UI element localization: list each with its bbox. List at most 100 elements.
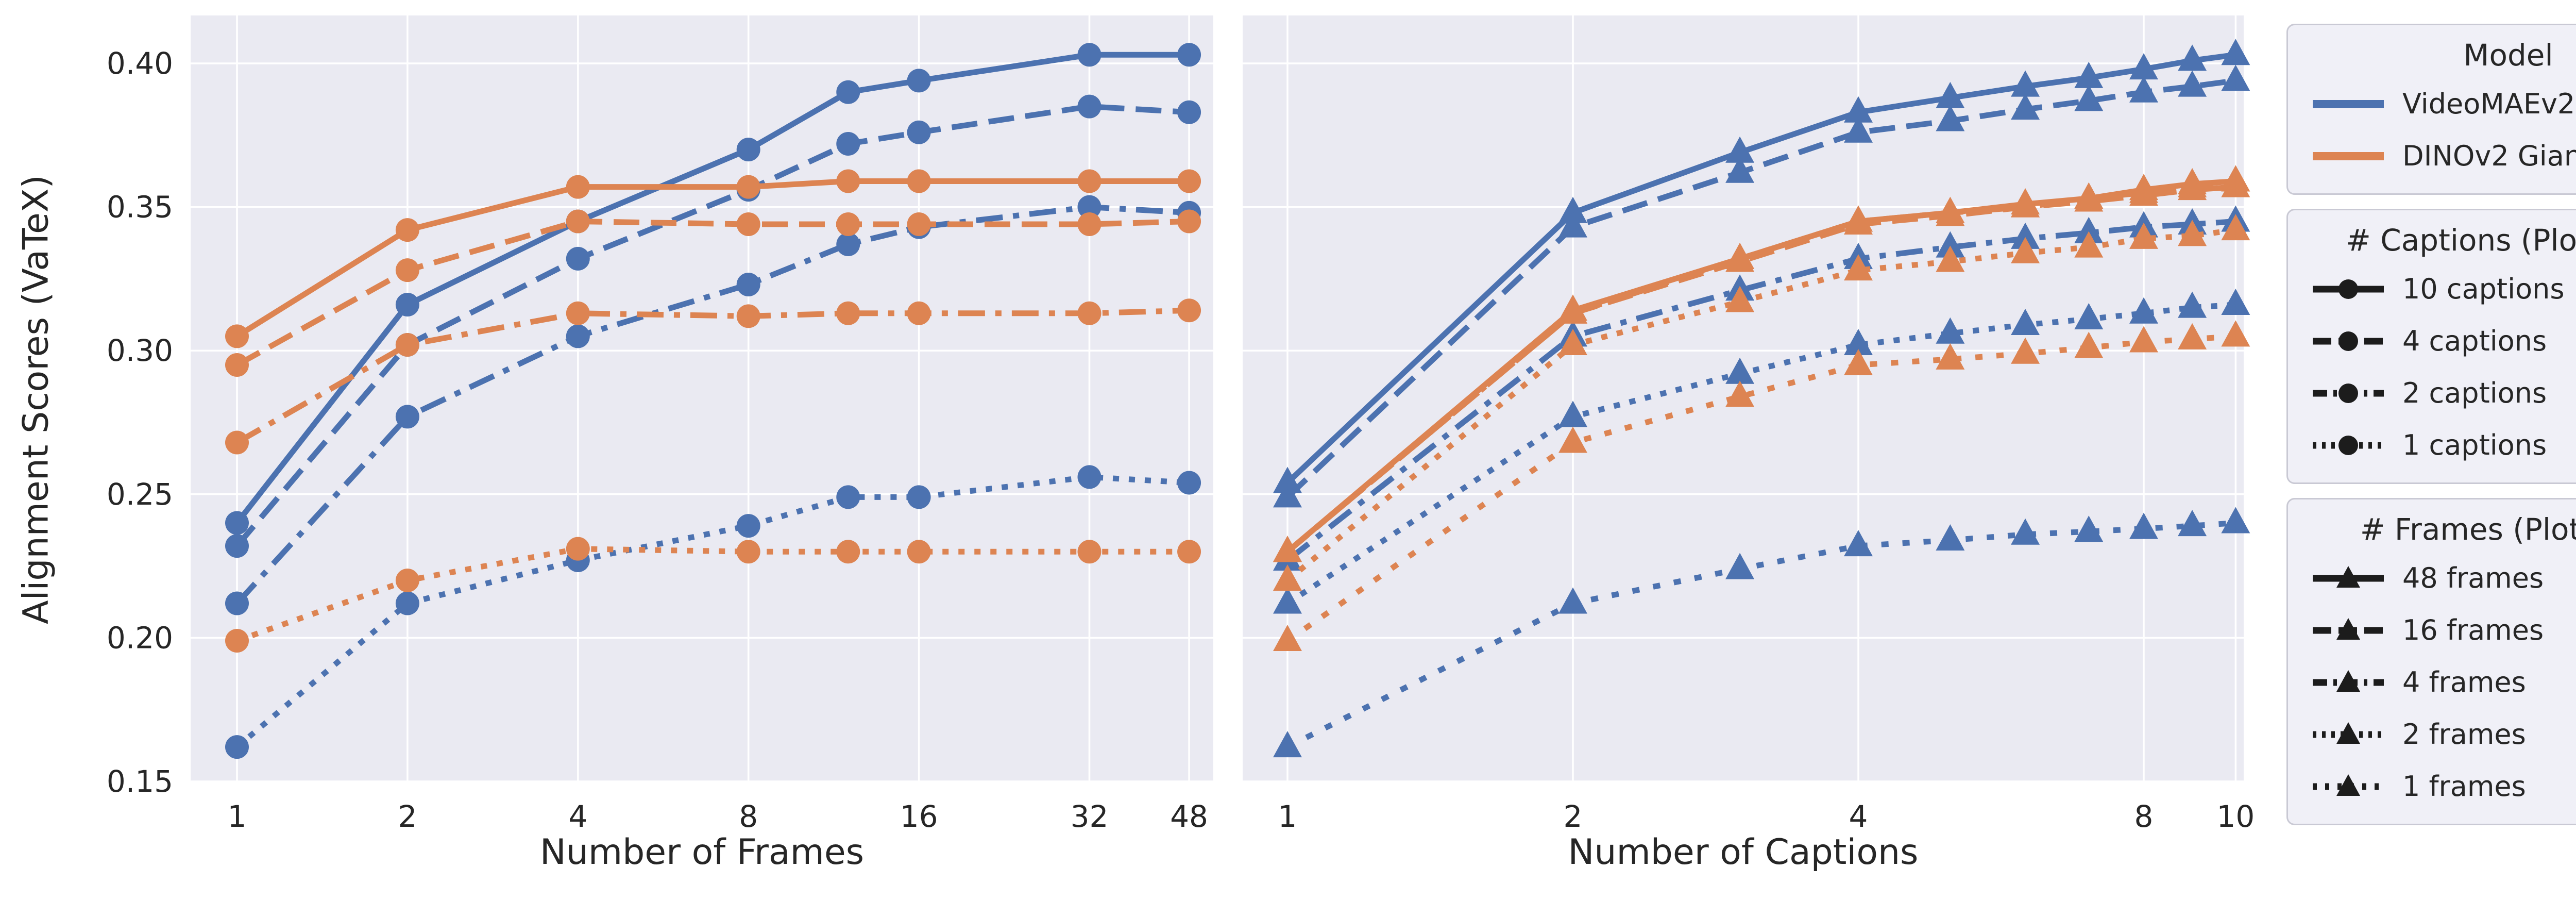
data-point-marker: [1844, 116, 1873, 143]
data-point-marker: [566, 324, 590, 348]
data-point-marker: [2221, 64, 2250, 91]
data-point-marker: [2221, 289, 2250, 315]
series-line: [235, 218, 1190, 368]
data-point-marker: [2221, 507, 2250, 534]
data-point-marker: [1177, 298, 1201, 323]
series-line: [234, 52, 1190, 525]
data-point-marker: [1177, 209, 1201, 234]
line-sample-icon: [2313, 152, 2384, 160]
data-point-marker: [1844, 530, 1873, 557]
axes-svg: 1 2 4 8 10: [1243, 15, 2255, 834]
data-point-marker: [1177, 43, 1201, 67]
data-point-marker: [2178, 323, 2207, 349]
legend-box-model: Model VideoMAEv2 Huge DINOv2 Giant: [2286, 24, 2576, 195]
data-point-marker: [2011, 191, 2040, 218]
data-point-marker: [1177, 100, 1201, 124]
legend-entry-4-frames: 4 frames: [2301, 656, 2576, 708]
series-line: [234, 204, 1190, 606]
plot-number-of-frames: 1 2 4 8 16 32 48 0.15 0.20 0.25 0.30 0.35 0.40: [107, 15, 1213, 834]
data-point-marker: [395, 293, 419, 317]
data-point-marker: [2011, 237, 2040, 263]
data-point-marker: [1844, 254, 1873, 281]
data-point-marker: [1273, 481, 1302, 508]
legend-sample-marker: [2336, 774, 2360, 796]
data-point-marker: [2178, 70, 2207, 97]
legend-box-frames: # Frames (Plot 2) 48 frames 16 frames 4 fr…: [2286, 498, 2576, 825]
y-tick-label: 0.40: [107, 46, 173, 81]
data-point-marker: [1273, 731, 1302, 758]
data-point-marker: [566, 175, 590, 199]
legend-sample-marker: [2336, 565, 2360, 588]
data-point-marker: [1936, 196, 1965, 223]
data-point-marker: [566, 537, 590, 561]
axes-svg: 1 2 4 8 16 32 480.150.200.250.300.350.40: [107, 15, 1213, 834]
data-point-marker: [1725, 357, 1755, 384]
data-point-marker: [395, 405, 419, 429]
data-point-marker: [2221, 320, 2250, 347]
x-tick-label: 1: [1278, 799, 1297, 834]
data-point-marker: [2129, 179, 2158, 206]
legend-title-captions: # Captions (Plot 1): [2346, 223, 2576, 258]
data-point-marker: [1077, 43, 1101, 67]
legend-sample-marker: [2338, 435, 2358, 455]
data-point-marker: [736, 175, 760, 199]
legend-entry-label: 4 frames: [2402, 666, 2526, 698]
data-point-marker: [395, 591, 419, 615]
series-line: [1285, 219, 2236, 563]
data-point-marker: [1558, 426, 1587, 453]
data-point-marker: [2129, 297, 2158, 324]
data-point-marker: [2074, 61, 2104, 88]
data-point-marker: [736, 514, 760, 538]
y-tick-label: 0.20: [107, 620, 173, 655]
data-point-marker: [907, 301, 931, 325]
data-point-marker: [2178, 510, 2207, 537]
legend-title-model: Model: [2463, 38, 2553, 73]
data-point-marker: [225, 430, 249, 455]
data-point-marker: [1177, 169, 1201, 193]
data-point-marker: [2074, 231, 2104, 258]
data-point-marker: [1936, 317, 1965, 344]
data-point-marker: [2074, 331, 2104, 358]
legend-entry-label: VideoMAEv2 Huge: [2402, 88, 2576, 120]
y-tick-label: 0.30: [107, 333, 173, 368]
data-point-marker: [2011, 70, 2040, 97]
legend-sample-marker: [2336, 722, 2360, 744]
legend-box-captions: # Captions (Plot 1) 10 captions 4 caption…: [2286, 209, 2576, 484]
legend-sample-marker: [2338, 331, 2358, 351]
data-point-marker: [907, 69, 931, 93]
data-point-marker: [2074, 185, 2104, 212]
data-point-marker: [2178, 291, 2207, 318]
data-point-marker: [225, 628, 249, 653]
legend-entry-label: 4 captions: [2402, 325, 2547, 357]
data-point-marker: [566, 246, 590, 271]
data-point-marker: [1936, 245, 1965, 272]
data-point-marker: [736, 273, 760, 297]
data-point-marker: [225, 591, 249, 615]
data-point-marker: [1725, 553, 1755, 579]
x-tick-label: 16: [900, 799, 938, 834]
data-point-marker: [1177, 471, 1201, 495]
data-point-marker: [1725, 380, 1755, 407]
data-point-marker: [1844, 329, 1873, 356]
data-point-marker: [836, 132, 860, 156]
data-point-marker: [836, 540, 860, 564]
y-tick-label: 0.35: [107, 190, 173, 225]
x-tick-label: 48: [1170, 799, 1208, 834]
data-point-marker: [2074, 216, 2104, 243]
legend-entry-label: 16 frames: [2402, 614, 2544, 646]
data-point-marker: [2129, 326, 2158, 353]
circle-marker-icon: [2313, 279, 2384, 299]
data-point-marker: [2129, 512, 2158, 539]
series-line: [1285, 333, 2236, 643]
data-point-marker: [836, 232, 860, 257]
data-point-marker: [1936, 343, 1965, 370]
data-point-marker: [225, 324, 249, 348]
legend-entry-label: 2 frames: [2402, 718, 2526, 751]
x-tick-label: 1: [228, 799, 247, 834]
data-point-marker: [1725, 156, 1755, 183]
data-point-marker: [1077, 169, 1101, 193]
data-point-marker: [1936, 524, 1965, 551]
data-point-marker: [736, 304, 760, 328]
legend-entry-2-frames: 2 frames: [2301, 708, 2576, 760]
legend-entry-dinov2-giant: DINOv2 Giant: [2301, 130, 2576, 182]
